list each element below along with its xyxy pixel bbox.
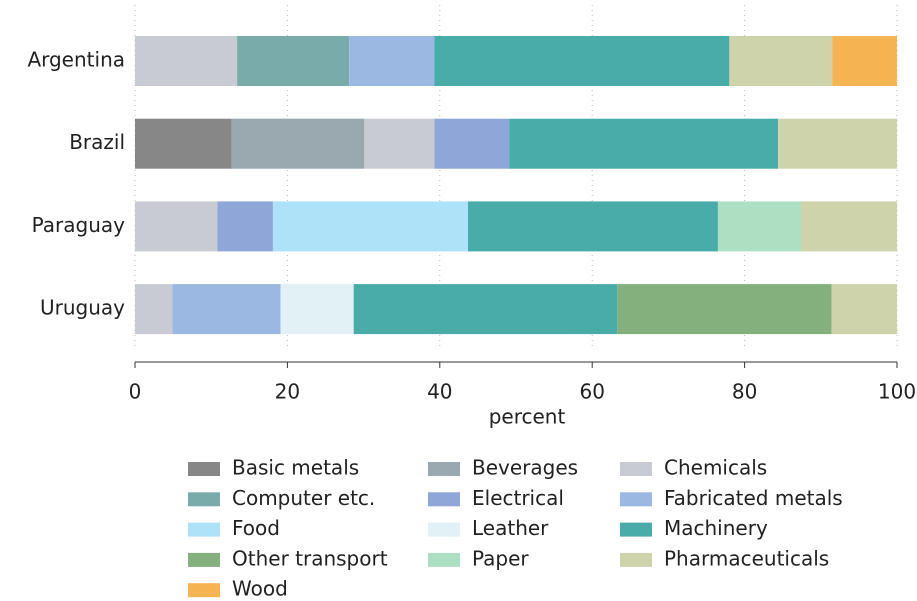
x-tick-label: 40 [427, 380, 452, 404]
legend-swatch [188, 552, 220, 567]
legend-label: Chemicals [664, 456, 767, 480]
legend-label: Computer etc. [232, 486, 375, 510]
bar-segment [217, 201, 273, 252]
x-tick-label: 80 [732, 380, 757, 404]
y-tick-label: Argentina [27, 48, 125, 72]
bar-segment [717, 201, 801, 252]
bar-segment [617, 284, 832, 335]
bar-segment [778, 118, 897, 169]
bar-segment [135, 36, 238, 86]
legend-swatch [428, 522, 460, 537]
legend-label: Machinery [664, 516, 768, 540]
y-tick-label: Brazil [69, 130, 125, 154]
legend-swatch [620, 462, 652, 476]
bar-segment [237, 36, 350, 86]
x-axis-label: percent [489, 405, 566, 429]
legend-label: Wood [232, 577, 288, 601]
bar-segment [272, 201, 468, 252]
bar-segment [172, 284, 281, 335]
bar-segment [349, 36, 435, 86]
bar-segment [231, 118, 365, 169]
bar-segment [467, 201, 718, 252]
legend-label: Leather [472, 516, 549, 540]
legend-swatch [188, 522, 220, 537]
bar-segment [135, 118, 232, 169]
bar-segment [509, 118, 779, 169]
legend-label: Other transport [232, 546, 388, 570]
legend-label: Basic metals [232, 456, 359, 480]
bar-segment [135, 201, 218, 252]
legend-swatch [620, 552, 652, 567]
legend-label: Paper [472, 546, 529, 570]
bar-segment [832, 36, 897, 86]
legend-swatch [428, 492, 460, 507]
x-tick-label: 100 [878, 380, 916, 404]
bar-segment [434, 36, 730, 86]
legend-swatch [428, 462, 460, 476]
legend-swatch [620, 522, 652, 537]
bar-segment [135, 284, 173, 335]
y-tick-label: Uruguay [40, 296, 125, 320]
bar-segment [353, 284, 618, 335]
bar-segment [364, 118, 435, 169]
y-tick-label: Paraguay [32, 213, 126, 237]
legend-swatch [188, 462, 220, 476]
bar-segment [729, 36, 833, 86]
legend-swatch [428, 552, 460, 567]
legend-swatch [620, 492, 652, 507]
legend-swatch [188, 492, 220, 507]
x-tick-label: 20 [275, 380, 300, 404]
x-tick-label: 60 [579, 380, 604, 404]
legend-label: Beverages [472, 456, 578, 480]
bar-segment [800, 201, 897, 252]
legend-swatch [188, 583, 220, 598]
bar-segment [280, 284, 354, 335]
bar-segment [831, 284, 897, 335]
legend-label: Fabricated metals [664, 486, 843, 510]
legend-label: Pharmaceuticals [664, 546, 829, 570]
legend-label: Electrical [472, 486, 564, 510]
legend-label: Food [232, 516, 280, 540]
bar-segment [434, 118, 510, 169]
x-tick-label: 0 [129, 380, 142, 404]
